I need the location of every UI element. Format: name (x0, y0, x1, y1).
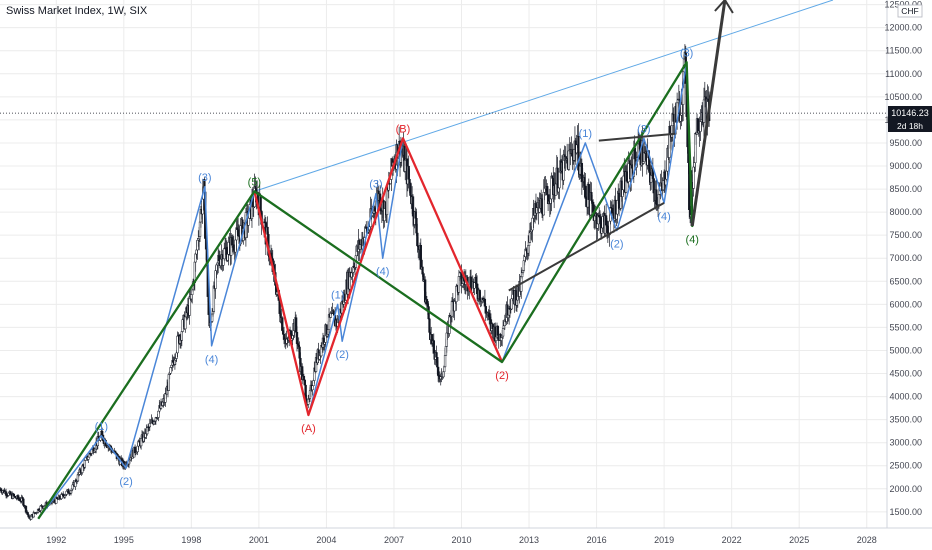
y-tick-label: 6500.00 (889, 276, 922, 286)
projection-arrow-head (714, 0, 734, 14)
y-tick-label: 3500.00 (889, 415, 922, 425)
candle-body (295, 332, 299, 344)
wave-line-blue[interactable] (501, 62, 688, 363)
candle-body (657, 194, 661, 205)
y-tick-label: 1500.00 (889, 507, 922, 517)
wave-label: (A) (301, 423, 316, 435)
candle-body (311, 385, 314, 391)
x-tick-label: 2016 (587, 535, 607, 545)
candle-body (83, 460, 87, 468)
x-tick-label: 1992 (46, 535, 66, 545)
currency-badge: CHF (897, 4, 923, 18)
x-tick-label: 1998 (181, 535, 201, 545)
x-tick-label: 2019 (654, 535, 674, 545)
candle-body (436, 366, 440, 376)
y-tick-label: 8000.00 (889, 207, 922, 217)
y-tick-label: 2500.00 (889, 461, 922, 471)
y-tick-label: 9500.00 (889, 138, 922, 148)
triangle-upper-line[interactable] (598, 132, 676, 142)
x-tick-label: 2025 (789, 535, 809, 545)
wave-label: (2) (610, 239, 623, 251)
y-tick-label: 5000.00 (889, 345, 922, 355)
x-tick-label: 1995 (114, 535, 134, 545)
candle-body (26, 512, 29, 515)
wave-line-red[interactable] (253, 137, 504, 417)
wave-labels: (1) (2) (3) (4) (5) (A) (1) (2) (3) (4) (B) (2) (1) (… (95, 47, 699, 488)
wave-label: (3) (369, 179, 382, 191)
time-axis: 1992 1995 1998 2001 2004 2007 2010 2013 2016 2019… (46, 535, 876, 545)
y-tick-label: 11000.00 (885, 69, 922, 79)
y-tick-label: 3000.00 (889, 438, 922, 448)
y-tick-label: 6000.00 (889, 299, 922, 309)
countdown-label: 2d 18h (897, 121, 923, 131)
wave-label: (5) (248, 176, 261, 188)
candle-body (259, 195, 262, 212)
candle-body (443, 355, 447, 368)
y-tick-label: 10500.00 (884, 92, 922, 102)
y-tick-label: 5500.00 (889, 322, 922, 332)
y-tick-label: 2000.00 (889, 484, 922, 494)
x-tick-label: 2007 (384, 535, 404, 545)
y-tick-label: 12000.00 (884, 23, 922, 33)
candle-body (87, 456, 90, 460)
currency-label: CHF (901, 6, 918, 16)
wave-label: (1) (579, 128, 592, 140)
candle-body (385, 187, 389, 215)
y-tick-label: 9000.00 (889, 161, 922, 171)
grid (0, 0, 887, 528)
candle-body (408, 179, 411, 184)
x-tick-label: 2028 (857, 535, 877, 545)
last-price-tag: 10146.23 2d 18h (888, 106, 932, 132)
candle-body (223, 248, 226, 260)
y-tick-label: 11500.00 (885, 46, 922, 56)
x-tick-label: 2013 (519, 535, 539, 545)
last-price-label: 10146.23 (891, 108, 929, 118)
x-tick-label: 2022 (722, 535, 742, 545)
trend-line (254, 0, 834, 192)
y-tick-label: 7500.00 (889, 230, 922, 240)
triangle-lower-line[interactable] (508, 202, 665, 292)
candle-body (24, 505, 28, 513)
wave-label: (2) (495, 370, 508, 382)
y-tick-label: 7000.00 (889, 253, 922, 263)
wave-label: (3) (680, 47, 693, 59)
x-tick-label: 2010 (451, 535, 471, 545)
symbol-title: Swiss Market Index, 1W, SIX (6, 5, 148, 17)
wave-label: (1) (331, 289, 344, 301)
wave-label: (B) (396, 123, 411, 135)
candle-body (148, 423, 151, 428)
wave-label: (4) (686, 234, 699, 246)
wave-label: (2) (335, 349, 348, 361)
wave-label: (3) (198, 172, 211, 184)
y-tick-label: 4500.00 (889, 369, 922, 379)
wave-label: (1) (95, 421, 108, 433)
wave-label: (2) (119, 476, 132, 488)
wave-label: (4) (205, 354, 218, 366)
price-axis: 1500.00 2000.00 2500.00 3000.00 3500.00 4000.… (884, 0, 922, 517)
wave-label: (3) (637, 123, 650, 135)
wave-label: (4) (376, 266, 389, 278)
time-axis-bg (0, 528, 932, 550)
candle-body (501, 328, 505, 337)
y-tick-label: 8500.00 (889, 184, 922, 194)
candle-body (180, 331, 183, 341)
x-tick-label: 2004 (316, 535, 336, 545)
candle-body (247, 217, 250, 226)
y-tick-label: 4000.00 (889, 392, 922, 402)
price-axis-bg (887, 0, 932, 528)
x-tick-label: 2001 (249, 535, 269, 545)
candle-body (184, 316, 187, 330)
wave-label: (4) (657, 211, 670, 223)
candle-body (655, 189, 658, 205)
upper-trend-line (254, 0, 834, 192)
